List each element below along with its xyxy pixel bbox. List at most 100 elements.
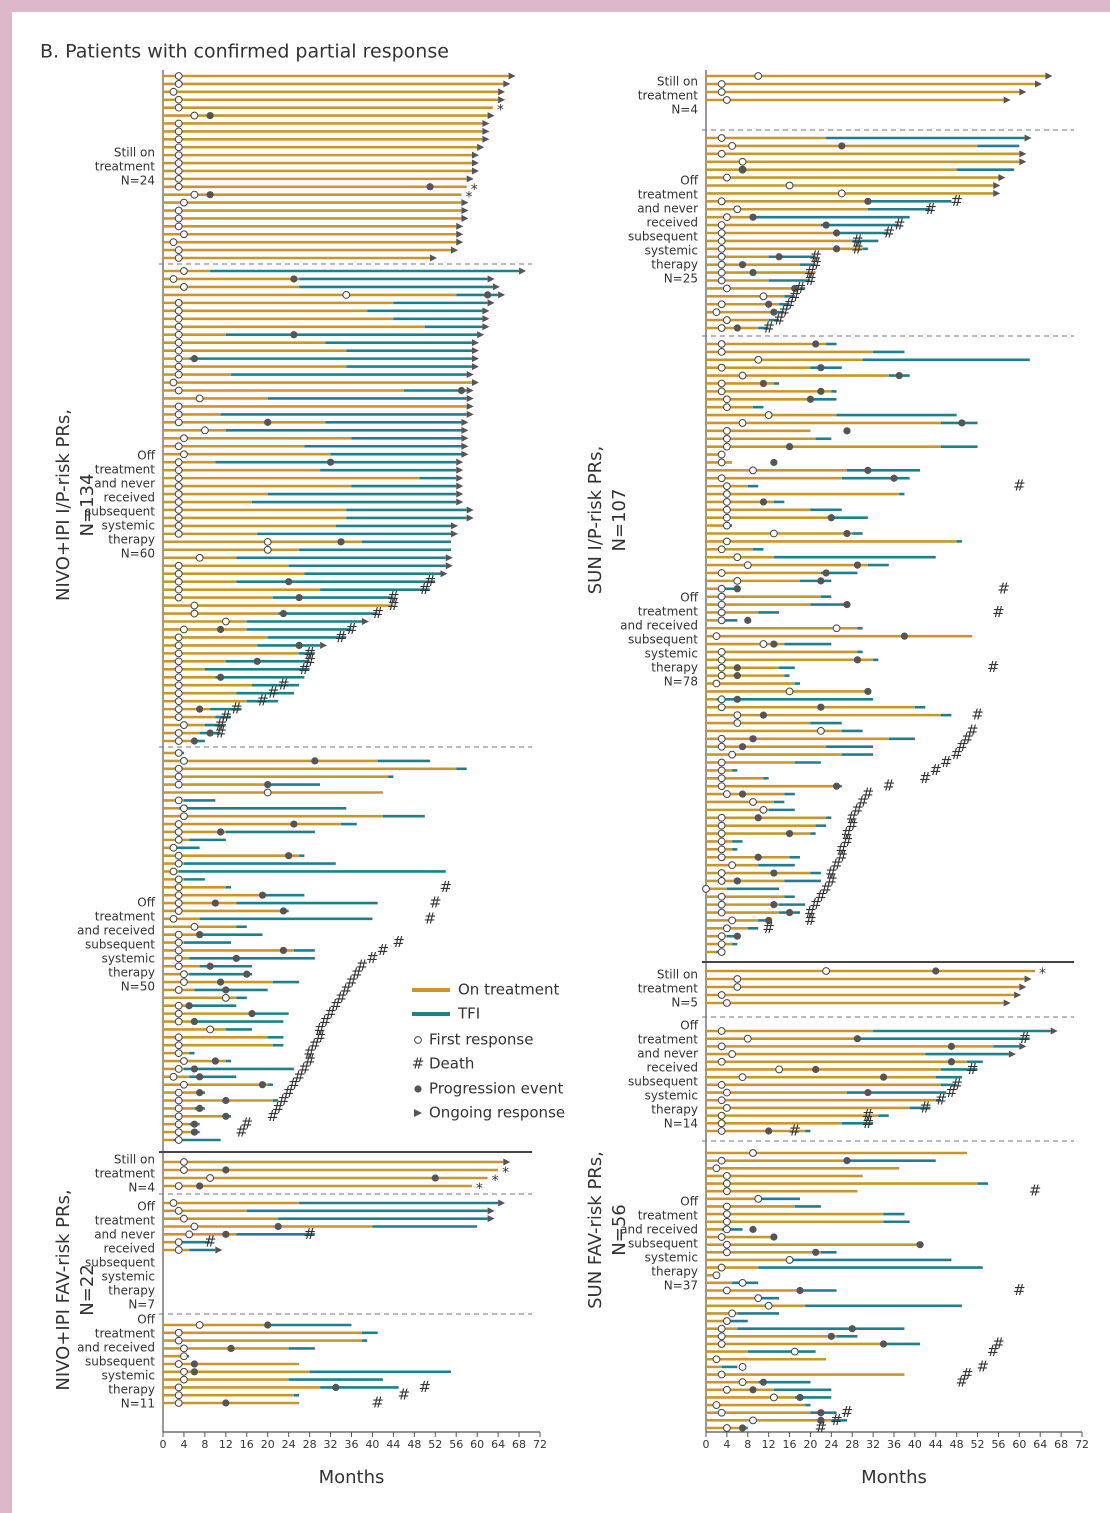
ongoing-arrow xyxy=(461,214,469,222)
group-label: N=60 xyxy=(121,547,155,561)
progression xyxy=(932,967,940,975)
first-response xyxy=(174,222,183,231)
first-response xyxy=(717,1119,726,1128)
ongoing-arrow xyxy=(456,498,464,506)
death-marker: # xyxy=(303,652,316,670)
death-marker: # xyxy=(862,1106,875,1124)
death-marker: # xyxy=(235,1123,248,1141)
first-response xyxy=(722,213,731,222)
group-label: Off xyxy=(680,174,698,188)
group-label: and never xyxy=(94,477,155,491)
progression xyxy=(206,191,214,199)
group-label: subsequent xyxy=(85,505,155,519)
first-response xyxy=(728,861,737,870)
death-marker: # xyxy=(945,1083,958,1101)
first-response xyxy=(717,948,726,956)
death-marker: # xyxy=(387,588,400,606)
progression xyxy=(864,687,872,696)
first-response xyxy=(174,119,183,128)
group-label: N=24 xyxy=(121,174,155,188)
first-response xyxy=(717,363,726,372)
progression xyxy=(206,962,214,970)
first-response xyxy=(174,749,183,757)
death-marker: # xyxy=(830,856,843,874)
first-response xyxy=(174,641,183,650)
first-response xyxy=(717,821,726,830)
progression xyxy=(832,245,841,253)
ongoing-arrow xyxy=(471,151,479,159)
first-response xyxy=(195,394,204,403)
first-response xyxy=(717,734,726,743)
progression xyxy=(947,1042,956,1050)
first-response xyxy=(174,1104,183,1113)
death-marker: # xyxy=(851,239,864,257)
first-response xyxy=(174,1328,183,1337)
first-response xyxy=(195,1321,204,1329)
x-tick-label: 4 xyxy=(180,1438,187,1451)
progression xyxy=(190,1120,199,1128)
progression xyxy=(947,1058,956,1066)
first-response xyxy=(717,545,726,554)
death-marker: # xyxy=(314,1020,327,1038)
group-label: N=4 xyxy=(671,103,698,117)
ongoing-arrow xyxy=(471,379,479,387)
first-response xyxy=(754,72,763,80)
group-label: subsequent xyxy=(85,1355,155,1369)
first-response xyxy=(174,633,183,642)
death-marker: # xyxy=(392,933,405,951)
first-response xyxy=(174,442,183,451)
first-response xyxy=(717,134,726,142)
first-response xyxy=(717,892,726,901)
x-tick-label: 20 xyxy=(261,1438,275,1451)
progression xyxy=(227,1344,235,1352)
first-response xyxy=(174,338,183,347)
ongoing-arrow xyxy=(477,143,485,151)
ongoing-arrow xyxy=(1019,1042,1027,1050)
death-marker: # xyxy=(330,996,343,1014)
death-marker: # xyxy=(256,692,269,710)
first-response xyxy=(180,1166,188,1174)
x-tick-label: 72 xyxy=(1075,1438,1089,1451)
ongoing-arrow xyxy=(498,96,506,104)
progression xyxy=(243,970,251,978)
progression xyxy=(190,1360,199,1368)
first-response xyxy=(717,1370,726,1379)
progression xyxy=(264,418,272,426)
first-response xyxy=(174,254,183,262)
death-marker: # xyxy=(303,1044,316,1062)
first-response xyxy=(717,908,726,917)
star-marker: * xyxy=(492,1173,499,1189)
first-response xyxy=(342,290,351,299)
death-marker: # xyxy=(815,1419,828,1437)
first-response xyxy=(174,214,183,223)
first-response xyxy=(832,624,841,633)
ongoing-arrow xyxy=(1035,80,1042,88)
first-response xyxy=(195,553,204,562)
death-marker: # xyxy=(882,224,895,242)
progression xyxy=(759,498,768,506)
death-marker: # xyxy=(267,684,280,702)
ongoing-arrow xyxy=(482,135,490,143)
death-marker: # xyxy=(804,271,817,289)
legend-symbol xyxy=(414,1036,422,1044)
first-response xyxy=(722,790,731,798)
panel-label: NIVO+IPI I/P-risk PRs, N=134 xyxy=(53,409,98,601)
progression xyxy=(222,986,230,994)
group-label: treatment xyxy=(95,910,155,924)
first-response xyxy=(733,553,742,562)
first-response xyxy=(174,80,183,88)
first-response xyxy=(717,1324,726,1333)
progression xyxy=(864,197,872,205)
death-marker: # xyxy=(335,628,348,646)
group-label: therapy xyxy=(108,1383,155,1397)
death-marker: # xyxy=(371,604,384,622)
progression xyxy=(806,395,815,403)
first-response xyxy=(722,924,731,933)
group-label: systemic xyxy=(645,1089,698,1103)
first-response xyxy=(174,103,183,112)
first-response xyxy=(769,529,778,538)
death-marker: # xyxy=(966,1060,979,1078)
first-response xyxy=(717,758,726,767)
first-response xyxy=(174,206,183,215)
group-label: subsequent xyxy=(628,230,698,244)
